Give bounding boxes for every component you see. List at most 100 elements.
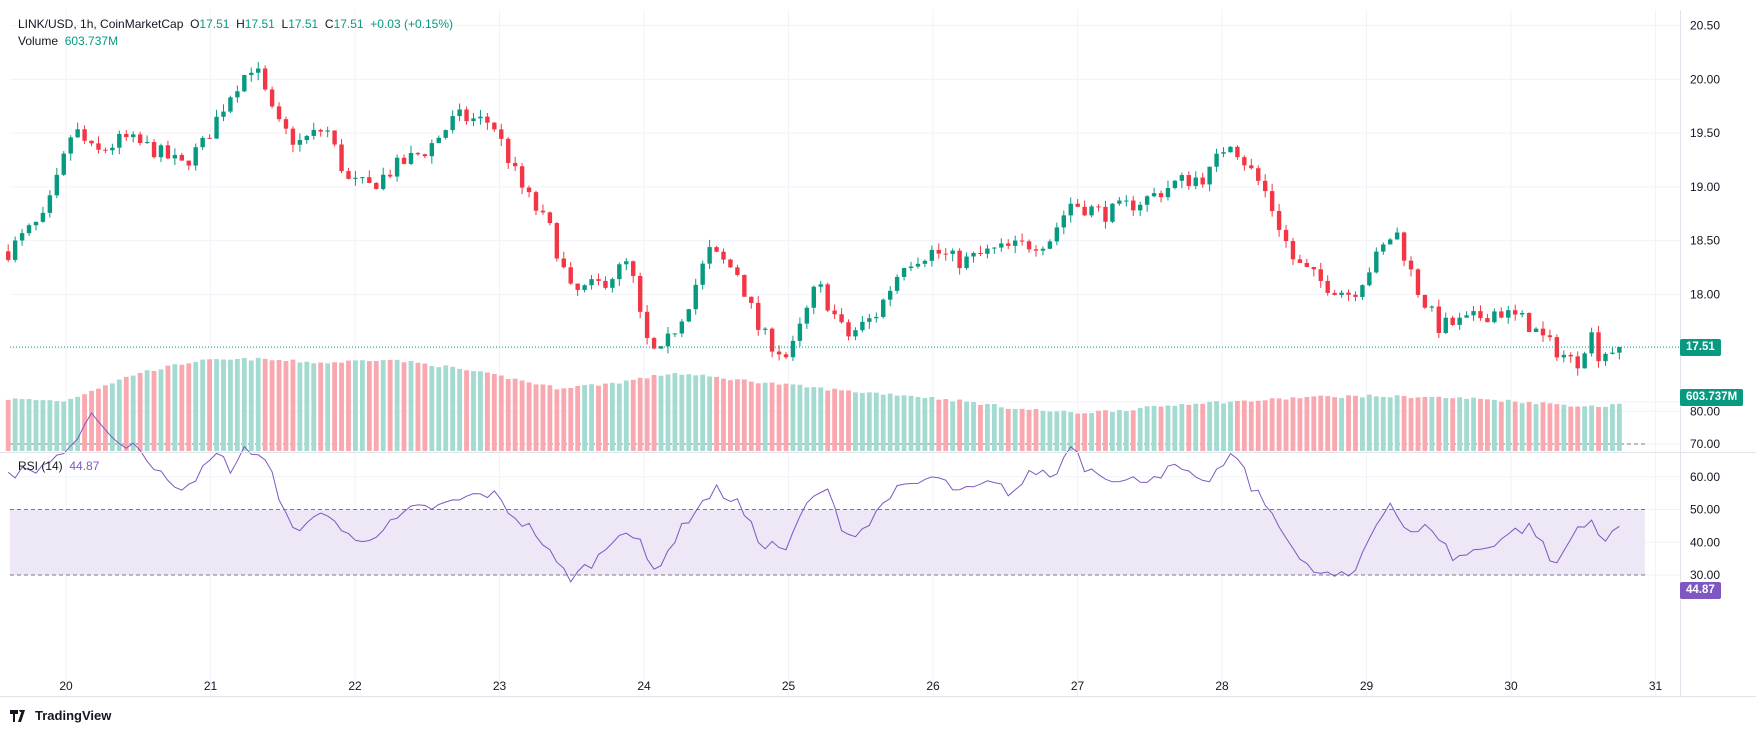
volume-bar [359, 360, 365, 451]
volume-bar [1575, 406, 1581, 451]
candle [1374, 247, 1379, 274]
volume-bar [1596, 407, 1601, 451]
candle [1422, 294, 1428, 309]
candle [1582, 351, 1587, 369]
volume-bar [832, 388, 838, 451]
candle [1457, 312, 1462, 331]
volume-bar [401, 362, 407, 451]
volume-bar [596, 385, 601, 451]
symbol-title[interactable]: LINK/USD, 1h, CoinMarketCap [18, 17, 184, 31]
volume-bar [144, 370, 150, 451]
rsi-tick-label: 70.00 [1690, 437, 1720, 451]
candle [1047, 239, 1053, 250]
candle [325, 126, 330, 138]
volume-bar [1068, 412, 1074, 451]
volume-bar [75, 396, 81, 451]
candle [1061, 210, 1066, 235]
candle [1131, 195, 1136, 216]
candle [1325, 275, 1330, 296]
volume-bar [1026, 409, 1032, 451]
candle [33, 221, 39, 231]
volume-bar [1221, 403, 1226, 451]
candle [589, 275, 594, 290]
rsi-tick-label: 40.00 [1690, 535, 1720, 549]
volume-bar [860, 392, 865, 451]
candle [75, 122, 80, 138]
volume-bar [450, 366, 456, 451]
volume-bar [880, 394, 886, 451]
volume-bar [1498, 401, 1504, 451]
candle [533, 190, 539, 216]
volume-bar [471, 371, 476, 451]
candle [1429, 305, 1435, 312]
time-axis[interactable]: 20 21 22 23 24 25 26 27 28 29 30 31 [59, 679, 1662, 693]
volume-bar [1283, 399, 1289, 451]
volume-bar [255, 357, 261, 451]
volume-bar [1005, 408, 1011, 451]
candle [1235, 145, 1240, 160]
volume-bar [214, 359, 219, 451]
candle [61, 151, 66, 176]
volume-bar [971, 402, 976, 451]
candle [1575, 351, 1580, 376]
volume-bar [1089, 413, 1094, 451]
candle [908, 261, 914, 272]
candle [707, 239, 712, 269]
brand[interactable]: TradingView [10, 708, 111, 723]
volume-bar [783, 383, 789, 451]
candle [478, 109, 483, 125]
volume-bar [283, 361, 289, 451]
volume-bar [311, 363, 317, 451]
candle [929, 245, 935, 267]
volume-bar [1512, 401, 1518, 451]
candle [964, 252, 969, 270]
candle [249, 67, 254, 82]
volume-bar [1248, 401, 1254, 451]
volume-bar [429, 366, 435, 451]
rsi-axis[interactable]: 30.00 40.00 50.00 60.00 70.00 80.00 [1690, 404, 1720, 582]
candle [367, 170, 372, 184]
volume-value: 603.737M [64, 34, 119, 48]
candle [1179, 172, 1185, 189]
candle [96, 136, 101, 154]
volume-bar [1047, 411, 1053, 451]
volume-label[interactable]: Volume [18, 34, 59, 48]
candle [797, 317, 803, 347]
candle [1262, 174, 1268, 198]
volume-bar [318, 362, 324, 451]
price-tick-label: 18.00 [1690, 287, 1720, 301]
volume-bar [561, 388, 567, 451]
volume-bar [387, 359, 393, 451]
candle [790, 335, 796, 361]
volume-bar [1158, 406, 1164, 451]
volume-legend: Volume 603.737M [18, 34, 118, 48]
candle [207, 134, 212, 139]
volume-bar [234, 358, 240, 451]
volume-bar [290, 359, 296, 451]
volume-bar [1012, 408, 1018, 451]
candle [1513, 304, 1518, 321]
volume-bar [1325, 396, 1331, 451]
rsi-tick-label: 60.00 [1690, 470, 1720, 484]
volume-bar [1116, 410, 1122, 451]
candle [1526, 312, 1532, 333]
volume-bar [1276, 398, 1282, 451]
candle [1381, 242, 1386, 255]
volume-bar [998, 407, 1004, 451]
time-tick-label: 21 [204, 679, 218, 693]
candle [311, 122, 316, 140]
volume-bar [415, 362, 421, 451]
candle [881, 298, 886, 319]
volume-bar [1151, 405, 1157, 451]
volume-bar [165, 365, 171, 451]
volume-bar [873, 392, 879, 451]
volume-bar [1443, 398, 1449, 451]
symbol-legend: LINK/USD, 1h, CoinMarketCap O17.51 H17.5… [18, 17, 453, 31]
candle [1346, 289, 1351, 301]
volume-bar [332, 362, 338, 451]
candle [846, 319, 851, 341]
candle [124, 130, 129, 141]
candle [485, 112, 490, 130]
rsi-label[interactable]: RSI (14) [18, 459, 63, 473]
